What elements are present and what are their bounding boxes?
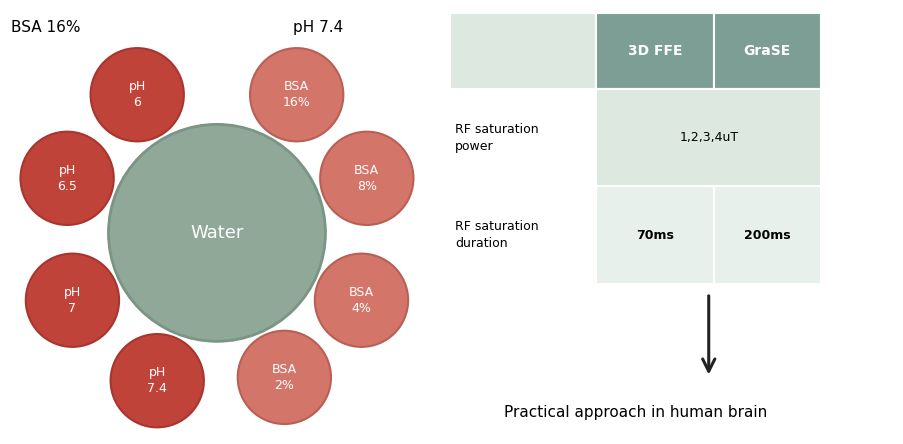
Text: 3D FFE: 3D FFE bbox=[627, 44, 682, 58]
Text: BSA
8%: BSA 8% bbox=[354, 164, 379, 193]
Circle shape bbox=[26, 254, 119, 347]
Text: 1,2,3,4uT: 1,2,3,4uT bbox=[678, 131, 738, 144]
Circle shape bbox=[237, 331, 330, 424]
FancyBboxPatch shape bbox=[596, 89, 820, 186]
Circle shape bbox=[314, 254, 407, 347]
Text: pH
7.4: pH 7.4 bbox=[147, 366, 167, 395]
Text: BSA 16%: BSA 16% bbox=[11, 20, 80, 35]
Circle shape bbox=[108, 124, 325, 341]
Text: 200ms: 200ms bbox=[743, 229, 790, 242]
Circle shape bbox=[250, 48, 343, 141]
Text: BSA
2%: BSA 2% bbox=[272, 363, 296, 392]
Circle shape bbox=[110, 334, 204, 427]
Text: pH
6: pH 6 bbox=[128, 80, 145, 109]
Text: pH
6.5: pH 6.5 bbox=[57, 164, 77, 193]
FancyBboxPatch shape bbox=[450, 13, 596, 89]
Text: pH 7.4: pH 7.4 bbox=[293, 20, 343, 35]
FancyBboxPatch shape bbox=[712, 13, 820, 89]
Text: RF saturation
power: RF saturation power bbox=[454, 123, 538, 153]
Text: GraSE: GraSE bbox=[743, 44, 790, 58]
FancyBboxPatch shape bbox=[450, 89, 596, 186]
FancyBboxPatch shape bbox=[712, 186, 820, 284]
Circle shape bbox=[90, 48, 183, 141]
FancyBboxPatch shape bbox=[450, 186, 596, 284]
Circle shape bbox=[21, 132, 114, 225]
Text: BSA
16%: BSA 16% bbox=[283, 80, 311, 109]
Text: RF saturation
duration: RF saturation duration bbox=[454, 220, 538, 250]
Text: 70ms: 70ms bbox=[636, 229, 674, 242]
Text: BSA
4%: BSA 4% bbox=[349, 286, 374, 315]
Circle shape bbox=[320, 132, 413, 225]
Text: Practical approach in human brain: Practical approach in human brain bbox=[503, 405, 767, 420]
Text: pH
7: pH 7 bbox=[64, 286, 81, 315]
FancyBboxPatch shape bbox=[596, 13, 712, 89]
FancyBboxPatch shape bbox=[596, 186, 712, 284]
Text: Water: Water bbox=[190, 224, 244, 242]
